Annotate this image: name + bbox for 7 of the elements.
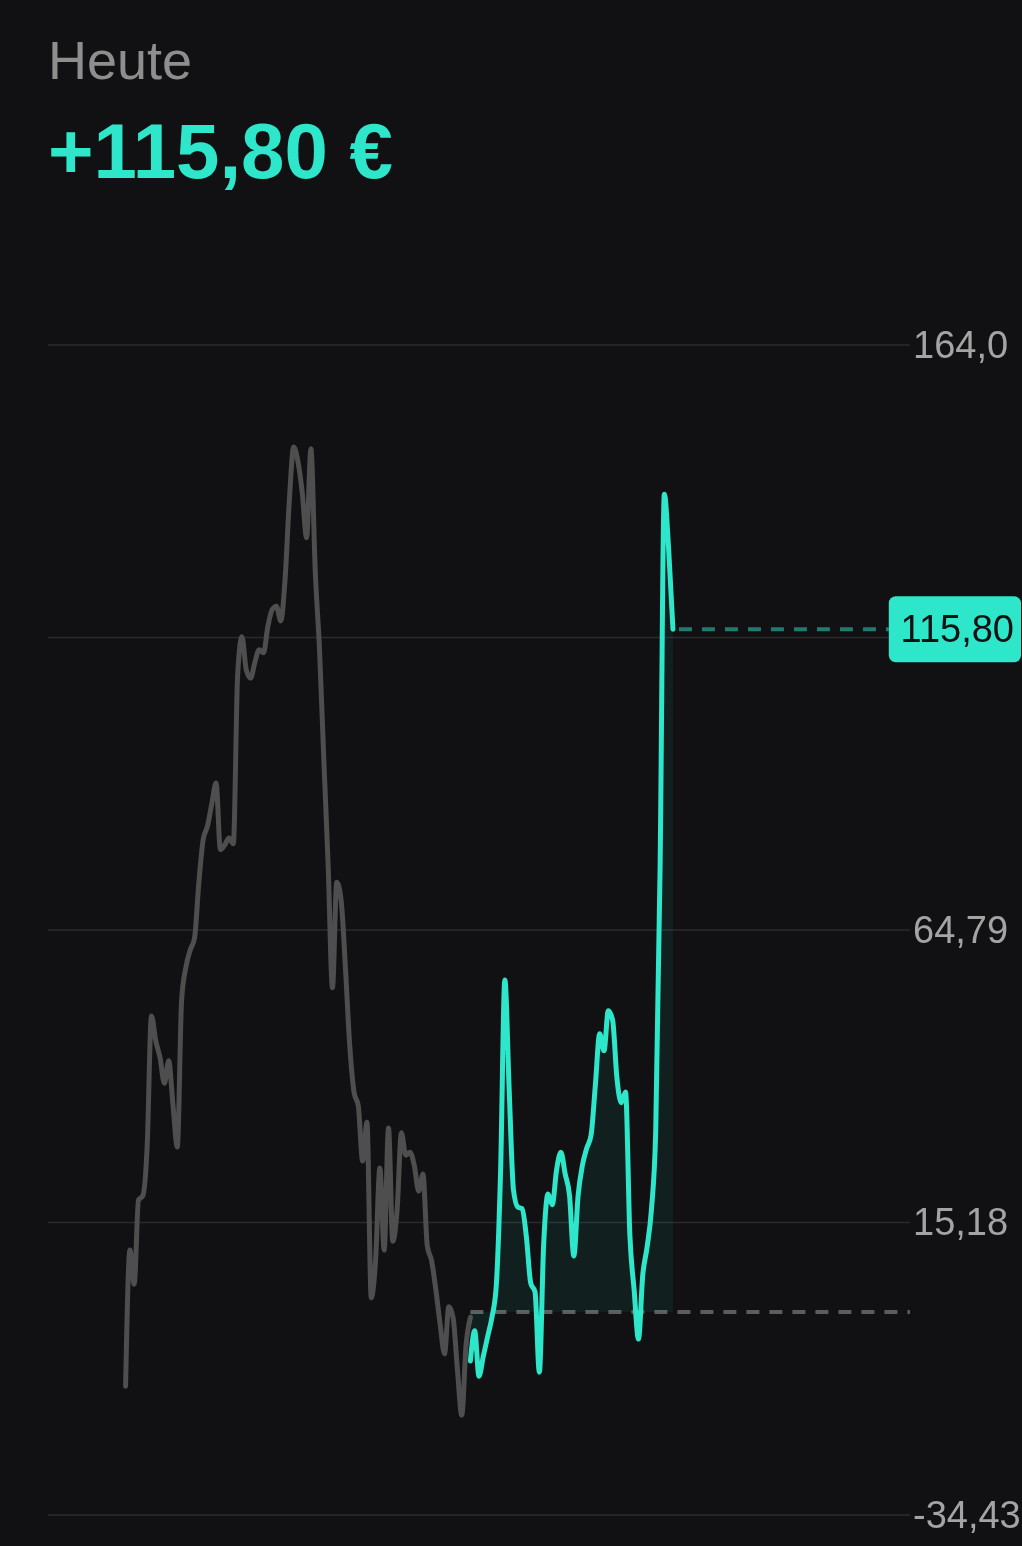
y-tick-label: 64,79 bbox=[913, 908, 1009, 951]
y-tick-label: 15,18 bbox=[913, 1201, 1009, 1244]
chart-title: Heute bbox=[48, 30, 193, 90]
y-tick-label: -34,43 bbox=[913, 1494, 1021, 1536]
chart-subtitle: +115,80 € bbox=[48, 107, 393, 195]
y-tick-label: 164,0 bbox=[913, 324, 1009, 366]
ref-line-label: 115,80 bbox=[900, 608, 1014, 651]
